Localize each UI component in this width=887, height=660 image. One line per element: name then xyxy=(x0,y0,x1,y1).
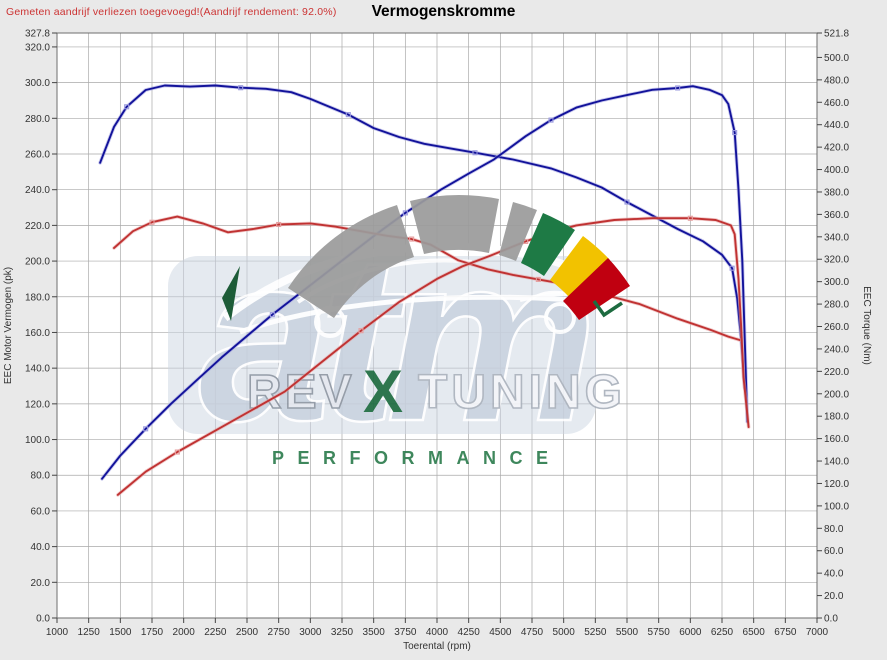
watermark-speedo xyxy=(222,195,630,321)
svg-text:2000: 2000 xyxy=(173,627,196,638)
svg-text:20.0: 20.0 xyxy=(824,591,844,602)
svg-text:6000: 6000 xyxy=(679,627,702,638)
svg-text:0.0: 0.0 xyxy=(824,614,838,625)
svg-text:120.0: 120.0 xyxy=(824,479,849,490)
svg-text:300.0: 300.0 xyxy=(25,78,50,89)
svg-text:160.0: 160.0 xyxy=(25,328,50,339)
svg-text:240.0: 240.0 xyxy=(25,185,50,196)
drivetrain-loss-note: Gemeten aandrijf verliezen toegevoegd!(A… xyxy=(6,6,337,18)
svg-text:260.0: 260.0 xyxy=(25,149,50,160)
svg-text:220.0: 220.0 xyxy=(824,367,849,378)
svg-text:180.0: 180.0 xyxy=(824,412,849,423)
watermark-rev-text: REV xyxy=(247,366,355,419)
svg-text:260.0: 260.0 xyxy=(824,322,849,333)
svg-text:1750: 1750 xyxy=(141,627,164,638)
svg-text:6250: 6250 xyxy=(711,627,734,638)
svg-text:40.0: 40.0 xyxy=(824,569,844,580)
svg-text:220.0: 220.0 xyxy=(25,221,50,232)
curves-layer xyxy=(98,83,751,497)
svg-text:160.0: 160.0 xyxy=(824,434,849,445)
svg-text:2750: 2750 xyxy=(268,627,291,638)
svg-text:327.8: 327.8 xyxy=(25,29,50,40)
svg-text:5500: 5500 xyxy=(616,627,639,638)
svg-text:240.0: 240.0 xyxy=(824,344,849,355)
svg-text:300.0: 300.0 xyxy=(824,277,849,288)
curve-torque_tuned_blue xyxy=(98,83,747,391)
svg-text:100.0: 100.0 xyxy=(25,435,50,446)
svg-text:440.0: 440.0 xyxy=(824,120,849,131)
svg-text:360.0: 360.0 xyxy=(824,210,849,221)
curve-power_original_red xyxy=(116,215,751,497)
svg-text:80.0: 80.0 xyxy=(824,524,844,535)
svg-text:340.0: 340.0 xyxy=(824,232,849,243)
svg-text:200.0: 200.0 xyxy=(25,257,50,268)
svg-text:280.0: 280.0 xyxy=(25,114,50,125)
curve-torque_original_red xyxy=(112,214,742,342)
svg-text:1250: 1250 xyxy=(78,627,101,638)
svg-text:521.8: 521.8 xyxy=(824,29,849,40)
svg-text:480.0: 480.0 xyxy=(824,75,849,86)
svg-text:60.0: 60.0 xyxy=(31,506,51,517)
svg-text:320.0: 320.0 xyxy=(824,255,849,266)
svg-text:3750: 3750 xyxy=(394,627,417,638)
curve-power_tuned_blue xyxy=(100,84,750,481)
svg-text:100.0: 100.0 xyxy=(824,501,849,512)
speedo-arc-gray-2-icon xyxy=(410,195,499,254)
speedo-needle-icon xyxy=(222,266,240,321)
svg-text:120.0: 120.0 xyxy=(25,399,50,410)
svg-text:6500: 6500 xyxy=(743,627,766,638)
svg-text:3000: 3000 xyxy=(299,627,322,638)
svg-text:1500: 1500 xyxy=(109,627,132,638)
svg-text:500.0: 500.0 xyxy=(824,53,849,64)
svg-text:140.0: 140.0 xyxy=(25,364,50,375)
svg-text:4000: 4000 xyxy=(426,627,449,638)
svg-text:5750: 5750 xyxy=(648,627,671,638)
watermark-x-mark: X xyxy=(363,358,403,425)
svg-text:5250: 5250 xyxy=(584,627,607,638)
svg-text:2250: 2250 xyxy=(204,627,227,638)
svg-text:400.0: 400.0 xyxy=(824,165,849,176)
svg-text:20.0: 20.0 xyxy=(31,578,51,589)
svg-text:380.0: 380.0 xyxy=(824,187,849,198)
speedo-arc-gray-1-icon xyxy=(288,205,414,318)
speedo-arc-yellow-icon xyxy=(550,236,610,298)
svg-text:40.0: 40.0 xyxy=(31,542,51,553)
svg-text:460.0: 460.0 xyxy=(824,98,849,109)
svg-text:7000: 7000 xyxy=(806,627,829,638)
svg-text:320.0: 320.0 xyxy=(25,42,50,53)
speedo-check-icon xyxy=(592,299,623,318)
y-right-axis-title: EEC Torque (Nm) xyxy=(861,286,872,365)
speedo-arc-red-icon xyxy=(563,258,630,320)
svg-text:5000: 5000 xyxy=(553,627,576,638)
speedo-arc-green-icon xyxy=(521,213,575,276)
svg-text:200.0: 200.0 xyxy=(824,389,849,400)
svg-text:420.0: 420.0 xyxy=(824,143,849,154)
svg-text:180.0: 180.0 xyxy=(25,292,50,303)
watermark-tile xyxy=(168,256,596,434)
svg-text:3500: 3500 xyxy=(363,627,386,638)
watermark-performance-text: PERFORMANCE xyxy=(272,448,562,468)
svg-text:0.0: 0.0 xyxy=(36,614,50,625)
svg-text:3250: 3250 xyxy=(331,627,354,638)
svg-text:6750: 6750 xyxy=(774,627,797,638)
speedo-arc-gray-3-icon xyxy=(499,202,537,261)
y-left-axis-title: EEC Motor Vermogen (pk) xyxy=(3,267,14,384)
svg-text:280.0: 280.0 xyxy=(824,300,849,311)
svg-text:2500: 2500 xyxy=(236,627,259,638)
axes-layer: 0.0 20.0 40.0 60.0 80.0 100.0 120.0 140.0 160.0 1… xyxy=(3,29,872,653)
svg-text:60.0: 60.0 xyxy=(824,546,844,557)
x-axis-title: Toerental (rpm) xyxy=(403,641,471,652)
svg-text:4500: 4500 xyxy=(489,627,512,638)
watermark-tuning-text: TUNING xyxy=(418,366,626,419)
svg-text:4250: 4250 xyxy=(458,627,481,638)
svg-text:140.0: 140.0 xyxy=(824,457,849,468)
svg-text:1000: 1000 xyxy=(46,627,69,638)
svg-text:80.0: 80.0 xyxy=(31,471,51,482)
svg-text:4750: 4750 xyxy=(521,627,544,638)
